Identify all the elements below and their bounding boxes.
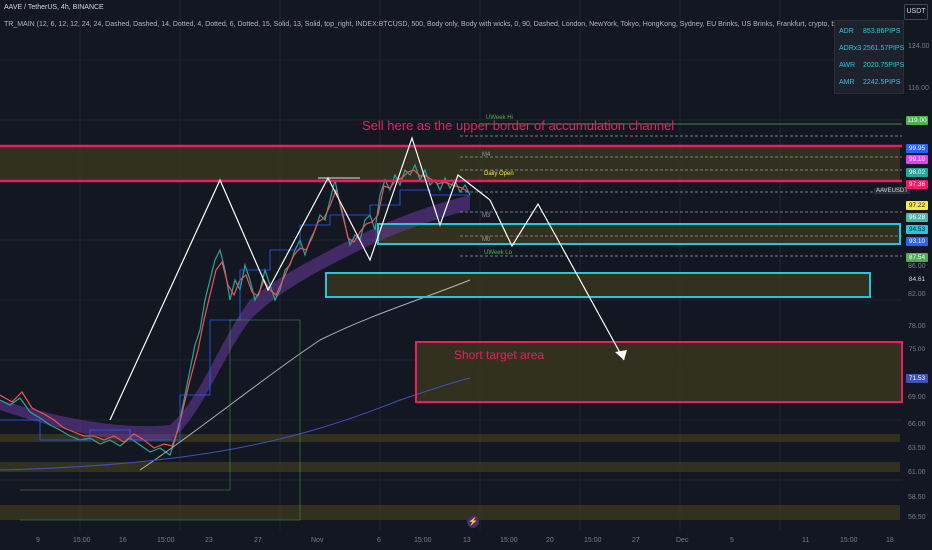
time-axis-label: 15:00 xyxy=(584,537,602,544)
price-tag: 97.36 xyxy=(906,180,928,189)
price-axis-label: 124.00 xyxy=(908,43,930,50)
chart-grid xyxy=(0,0,902,530)
stats-panel: ADR 853.86PIPS ADRx3 2561.57PIPS AWR 2020.7… xyxy=(834,20,904,94)
price-tag: 97.22 xyxy=(906,201,928,210)
chart-header: AAVE / TetherUS, 4h, BINANCE TR_MAIN (12… xyxy=(4,3,878,29)
time-axis-label: 20 xyxy=(546,537,554,544)
time-axis-label: 6 xyxy=(377,537,381,544)
price-tag: 96.28 xyxy=(906,213,928,222)
currency-button[interactable]: USDT xyxy=(904,4,928,20)
indicator-line[interactable]: TR_MAIN (12, 6, 12, 12, 24, 24, Dashed, … xyxy=(4,21,879,28)
price-tag: 84.61 xyxy=(906,275,928,284)
price-axis-label: 116.00 xyxy=(908,85,929,92)
price-axis-label: 56.50 xyxy=(908,514,926,521)
price-axis-label: 86.00 xyxy=(908,263,926,270)
time-axis-label: 23 xyxy=(205,537,213,544)
price-tag: 87.54 xyxy=(906,253,928,262)
time-axis-label: 16 xyxy=(119,537,127,544)
price-axis-label: 66.00 xyxy=(908,421,926,428)
ma-band xyxy=(0,195,470,441)
price-candles xyxy=(0,163,471,456)
m0-label: M0 xyxy=(482,237,491,243)
stats-row-awr: AWR 2020.75PIPS xyxy=(839,62,905,69)
level-lines xyxy=(460,135,902,257)
time-axis-label: 27 xyxy=(632,537,640,544)
uweek-hi-label: UWeek Hi xyxy=(486,115,513,121)
step-line-green xyxy=(20,319,301,521)
price-tag: 119.00 xyxy=(906,116,928,125)
zigzag-projection xyxy=(109,136,625,421)
price-axis-label: 69.00 xyxy=(908,394,926,401)
time-axis-label: Dec xyxy=(676,537,689,544)
stats-row-amr: AMR 2242.5PIPS xyxy=(839,79,901,86)
arrow-head xyxy=(615,350,627,360)
time-axis-label: Nov xyxy=(311,537,324,544)
lightning-icon[interactable]: ⚡ xyxy=(467,516,479,528)
time-axis-label: 15:00 xyxy=(73,537,91,544)
target-annotation[interactable]: Short target area xyxy=(454,348,545,362)
price-tag: 94.53 xyxy=(906,225,928,234)
price-tag: 93.10 xyxy=(906,237,928,246)
price-tag: 99.10 xyxy=(906,155,928,164)
time-axis-label: 15:00 xyxy=(157,537,175,544)
time-axis-label: 18 xyxy=(886,537,894,544)
stats-row-adrx3: ADRx3 2561.57PIPS xyxy=(839,45,905,52)
price-tag: 99.95 xyxy=(906,144,928,153)
time-axis-label: 11 xyxy=(802,537,810,544)
ma-blue xyxy=(0,377,471,471)
price-axis-label: 58.50 xyxy=(908,494,926,501)
time-axis-label: 9 xyxy=(36,537,40,544)
price-axis-label: 63.50 xyxy=(908,445,926,452)
time-axis-label: 27 xyxy=(254,537,262,544)
price-axis-label: 61.00 xyxy=(908,469,926,476)
price-tag: 71.53 xyxy=(906,374,928,383)
channel-box-upper xyxy=(377,223,901,245)
m4-label: M4 xyxy=(482,152,491,158)
time-axis-label: 15:00 xyxy=(500,537,518,544)
time-axis-label: 5 xyxy=(730,537,734,544)
symbol-line[interactable]: AAVE / TetherUS, 4h, BINANCE xyxy=(4,4,104,11)
step-line-blue xyxy=(0,189,470,441)
sell-annotation[interactable]: Sell here as the upper border of accumul… xyxy=(362,118,675,133)
price-tag: 98.02 xyxy=(906,168,928,177)
uweek-lo-label: UWeek Lo xyxy=(484,250,512,256)
pair-label: AAVEUSDT xyxy=(874,188,910,194)
time-axis-label: 13 xyxy=(463,537,471,544)
target-box xyxy=(415,341,903,403)
price-axis-label: 78.00 xyxy=(908,323,926,330)
m3-label: M3 xyxy=(482,213,491,219)
price-tag: 75.00 xyxy=(906,345,928,354)
accumulation-zones xyxy=(0,146,901,520)
daily-open-label: Daily Open xyxy=(484,171,514,177)
price-axis-label: 82.00 xyxy=(908,291,926,298)
time-axis-label: 15:00 xyxy=(840,537,858,544)
stats-row-adr: ADR 853.86PIPS xyxy=(839,28,901,35)
channel-box-lower xyxy=(325,272,871,298)
ma-white xyxy=(139,279,471,471)
time-axis-label: 15:00 xyxy=(414,537,432,544)
